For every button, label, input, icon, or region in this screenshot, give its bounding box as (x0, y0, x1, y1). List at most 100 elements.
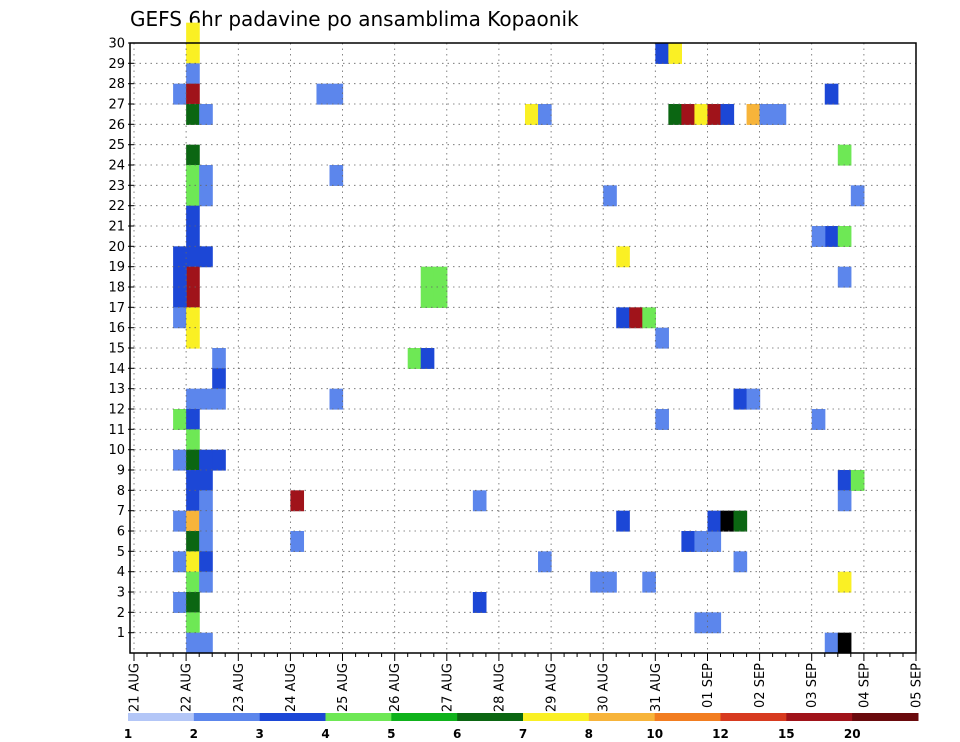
heatmap-cell (811, 226, 826, 247)
y-tick-label: 2 (117, 606, 125, 621)
legend-label: 6 (453, 727, 461, 741)
legend-label: 10 (646, 727, 663, 741)
heatmap-cell (707, 612, 722, 634)
heatmap-cell (186, 470, 200, 491)
legend-swatch (588, 713, 656, 721)
y-tick-label: 24 (108, 159, 125, 174)
heatmap-cell (733, 551, 748, 573)
x-tick-label: 21 AUG (128, 663, 143, 712)
heatmap-cell (186, 205, 200, 227)
heatmap-cell (186, 632, 200, 654)
heatmap-cell (694, 104, 709, 125)
heatmap-cell (707, 531, 722, 552)
legend-label: 5 (387, 727, 395, 741)
heatmap-cell (173, 83, 187, 105)
heatmap-cell (759, 104, 774, 125)
heatmap-cell (186, 327, 200, 349)
heatmap-cell (199, 531, 213, 552)
heatmap-cell (655, 43, 669, 64)
y-tick-label: 4 (117, 565, 125, 580)
legend: 1 2 3 4 5 6 7 8 10 12 15 20 (124, 713, 919, 741)
heatmap-cell (616, 510, 630, 532)
heatmap-cell (212, 368, 226, 390)
heatmap-cell (290, 490, 305, 512)
heatmap-cell (186, 246, 200, 268)
heatmap-cell (733, 510, 748, 532)
heatmap-cell (186, 226, 200, 247)
heatmap-cell (186, 83, 200, 105)
y-tick-label: 11 (108, 423, 125, 438)
legend-swatch (786, 713, 853, 721)
x-tick-label: 26 AUG (388, 663, 403, 712)
x-tick-label: 27 AUG (440, 663, 455, 712)
heatmap-cell (186, 144, 200, 166)
heatmap-cell (433, 266, 448, 288)
x-tick-label: 05 SEP (910, 663, 925, 708)
heatmap-cell (199, 246, 213, 268)
heatmap-cell (329, 165, 344, 186)
heatmap-cell (186, 63, 200, 85)
heatmap-cell (746, 388, 761, 410)
heatmap-cell (199, 470, 213, 491)
heatmap-cell (199, 185, 213, 207)
heatmap-cell (668, 43, 682, 64)
heatmap-cell (603, 571, 617, 593)
y-tick-label: 1 (117, 626, 125, 641)
heatmap-cell (681, 104, 696, 125)
chart-title: GEFS 6hr padavine po ansamblima Kopaonik (130, 7, 579, 31)
heatmap-cell (186, 592, 200, 613)
y-tick-label: 25 (108, 138, 125, 153)
heatmap-cell (186, 449, 200, 471)
y-tick-label: 16 (108, 321, 125, 336)
y-tick-label: 3 (117, 586, 125, 601)
y-tick-label: 18 (108, 281, 125, 296)
heatmap-cell (603, 185, 617, 207)
heatmap-cell (186, 571, 200, 593)
legend-label: 12 (712, 727, 729, 741)
x-tick-label: 28 AUG (492, 663, 507, 712)
heatmap-cell (199, 388, 213, 410)
heatmap-cell (173, 592, 187, 613)
x-tick-label: 24 AUG (284, 663, 299, 712)
y-tick-label: 5 (117, 545, 125, 560)
heatmap-cell (433, 287, 448, 308)
heatmap-cell (733, 388, 748, 410)
heatmap-cell (173, 409, 187, 430)
y-axis: 1234567891011121314151617181920212223242… (108, 37, 134, 641)
heatmap-cell (173, 551, 187, 573)
y-tick-label: 8 (117, 484, 125, 499)
plot-frame (129, 42, 917, 654)
heatmap-cell (538, 551, 552, 573)
heatmap-cell (186, 307, 200, 329)
heatmap-cell (850, 470, 865, 491)
heatmap-cell (837, 266, 852, 288)
y-tick-label: 20 (108, 240, 125, 255)
heatmap-cell (186, 531, 200, 552)
heatmap-cell (420, 266, 435, 288)
legend-label: 4 (321, 727, 329, 741)
y-tick-label: 22 (108, 199, 125, 214)
heatmap-cell (186, 185, 200, 207)
heatmap-cell (199, 551, 213, 573)
x-axis: 21 AUG 22 AUG 23 AUG 24 AUG 25 AUG 26 AUG 27 A… (128, 653, 925, 712)
y-tick-label: 21 (108, 220, 125, 235)
heatmap-cell (629, 307, 643, 329)
legend-swatch (457, 713, 524, 721)
y-tick-label: 27 (108, 98, 125, 113)
legend-swatch (325, 713, 392, 721)
heatmap-cell (616, 307, 630, 329)
heatmap-cell (173, 307, 187, 329)
heatmap-cell (199, 571, 213, 593)
heatmap-cell (173, 510, 187, 532)
x-tick-label: 23 AUG (232, 663, 247, 712)
x-tick-label: 29 AUG (545, 663, 560, 712)
heatmap-cell (329, 83, 344, 105)
heatmap-cell (173, 246, 187, 268)
legend-label: 8 (585, 727, 593, 741)
y-tick-label: 17 (108, 301, 125, 316)
legend-swatch (523, 713, 590, 721)
heatmap-cell (199, 104, 213, 125)
heatmap-cell (186, 104, 200, 125)
heatmap-cell (186, 266, 200, 288)
heatmap-cell (199, 490, 213, 512)
